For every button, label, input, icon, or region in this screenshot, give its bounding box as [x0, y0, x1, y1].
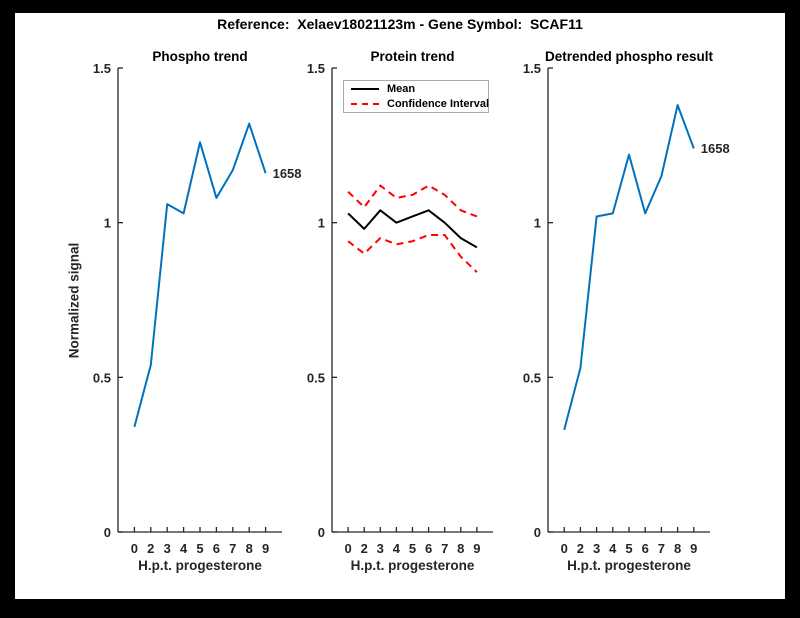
y-tick-label: 0.5: [93, 370, 111, 385]
x-tick-label: 3: [377, 541, 384, 556]
x-axis-label-phospho: H.p.t. progesterone: [138, 558, 262, 573]
x-tick-label: 0: [131, 541, 138, 556]
x-tick-label: 9: [262, 541, 269, 556]
x-tick-label: 0: [344, 541, 351, 556]
y-tick-label: 1.5: [93, 61, 111, 76]
y-tick-label: 1.5: [523, 61, 541, 76]
1658-line: [133, 122, 267, 428]
x-tick-label: 8: [457, 541, 464, 556]
x-tick-label: 5: [625, 541, 632, 556]
x-tick-label: 5: [409, 541, 416, 556]
y-tick-label: 0.5: [307, 370, 325, 385]
y-tick-label: 1.5: [307, 61, 325, 76]
x-tick-label: 6: [213, 541, 220, 556]
mean-line-sample-icon: [351, 88, 379, 91]
x-tick-label: 2: [147, 541, 154, 556]
x-tick-label: 0: [561, 541, 568, 556]
legend-item-mean: Mean: [351, 83, 488, 95]
x-tick-label: 9: [473, 541, 480, 556]
x-tick-label: 3: [593, 541, 600, 556]
y-tick-label: 1: [104, 216, 111, 231]
figure-title: Reference: Xelaev18021123m - Gene Symbol…: [217, 16, 583, 32]
y-tick-label: 0.5: [523, 370, 541, 385]
y-tick-label: 0: [104, 525, 111, 540]
legend-item-confidence-interval: Confidence Interval: [351, 97, 490, 110]
x-axis-label-protein: H.p.t. progesterone: [350, 558, 475, 573]
x-tick-label: 9: [690, 541, 697, 556]
x-tick-label: 4: [180, 541, 188, 556]
annotation-detrended-1658: 1658: [700, 141, 730, 157]
legend: Mean Confidence Interval: [343, 80, 489, 113]
subplot-title-protein-trend: Protein trend: [370, 49, 455, 64]
x-tick-label: 8: [674, 541, 681, 556]
x-tick-label: 4: [393, 541, 401, 556]
y-tick-label: 1: [318, 216, 325, 231]
x-tick-label: 7: [229, 541, 236, 556]
mean-line: [347, 209, 478, 249]
x-tick-label: 6: [642, 541, 649, 556]
x-tick-label: 2: [361, 541, 368, 556]
subplot-title-detrended-phospho: Detrended phospho result: [544, 49, 713, 64]
x-tick-label: 3: [164, 541, 171, 556]
confidence-interval-upper-line: [347, 184, 478, 218]
x-tick-label: 8: [246, 541, 253, 556]
1658-line: [563, 104, 695, 431]
plots-canvas: 00.511.50 2 3 4 5 6 7 8 900.511.50 2 3 4 5 6 7 8 900.511…: [93, 61, 710, 556]
legend-label-confidence-interval: Confidence Interval: [387, 97, 490, 110]
x-tick-label: 4: [609, 541, 617, 556]
annotation-phospho-1658: 1658: [272, 166, 302, 182]
x-tick-label: 2: [577, 541, 584, 556]
figure-panel: Reference: Xelaev18021123m - Gene Symbol…: [15, 13, 785, 599]
y-tick-label: 1: [534, 216, 541, 231]
y-tick-label: 0: [318, 525, 325, 540]
x-axis-label-detrended: H.p.t. progesterone: [567, 558, 691, 573]
confidence-interval-line-sample-icon: [351, 102, 379, 105]
y-tick-label: 0: [534, 525, 541, 540]
x-tick-label: 7: [441, 541, 448, 556]
subplot-title-phospho-trend: Phospho trend: [152, 49, 248, 64]
y-axis-label: Normalized signal: [66, 242, 82, 359]
x-tick-label: 5: [196, 541, 203, 556]
confidence-interval-lower-line: [347, 234, 478, 273]
x-tick-label: 6: [425, 541, 432, 556]
x-tick-label: 7: [658, 541, 665, 556]
legend-label-mean: Mean: [387, 83, 416, 96]
